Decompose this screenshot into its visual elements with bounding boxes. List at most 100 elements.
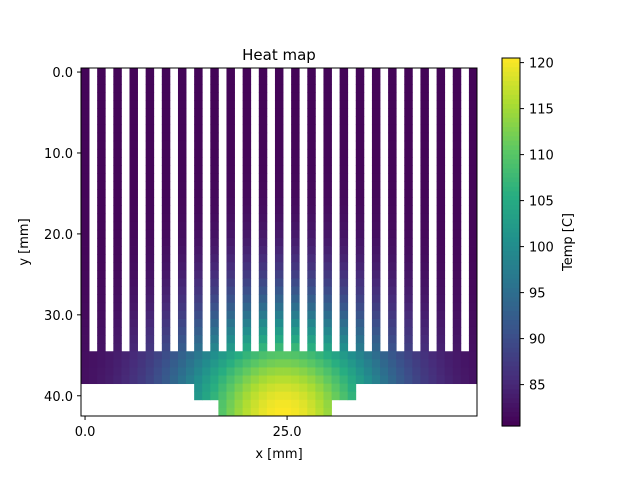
heatmap-cell xyxy=(210,173,219,182)
heatmap-cell xyxy=(436,205,446,215)
heatmap-cell xyxy=(177,270,187,279)
heatmap-cell xyxy=(226,254,235,263)
heatmap-cell xyxy=(97,84,106,93)
heatmap-cell xyxy=(97,92,106,101)
heatmap-cell xyxy=(97,237,106,247)
heatmap-cell xyxy=(105,367,114,376)
heatmap-cell xyxy=(177,286,187,295)
heatmap-cell xyxy=(129,229,138,239)
heatmap-cell xyxy=(371,205,381,215)
heatmap-cell xyxy=(194,84,203,93)
heatmap-cell xyxy=(396,375,405,385)
heatmap-cell xyxy=(339,124,349,134)
heatmap-cell xyxy=(129,108,138,117)
heatmap-cell xyxy=(274,254,284,263)
heatmap-cell xyxy=(331,367,341,376)
heatmap-cell xyxy=(145,278,155,287)
heatmap-cell xyxy=(137,375,147,385)
heatmap-cell xyxy=(226,278,235,287)
heatmap-cell xyxy=(307,375,316,385)
heatmap-cell xyxy=(404,165,413,174)
heatmap-cell xyxy=(113,92,122,101)
heatmap-cell xyxy=(242,351,252,360)
heatmap-cell xyxy=(323,335,332,344)
heatmap-cell xyxy=(452,181,462,190)
heatmap-cell xyxy=(177,343,187,352)
heatmap-cell xyxy=(210,351,219,360)
heatmap-cell xyxy=(210,262,219,271)
colorbar-segment xyxy=(502,191,520,197)
heatmap-cell xyxy=(420,157,429,166)
heatmap-cell xyxy=(186,359,195,368)
heatmap-cell xyxy=(371,237,381,247)
heatmap-cell xyxy=(226,367,235,376)
heatmap-cell xyxy=(355,108,365,117)
heatmap-cell xyxy=(258,148,268,158)
heatmap-cell xyxy=(161,270,171,279)
heatmap-cell xyxy=(177,108,187,117)
heatmap-cell xyxy=(436,148,446,158)
heatmap-cell xyxy=(307,367,316,376)
heatmap-cell xyxy=(258,391,268,401)
heatmap-cell xyxy=(436,213,446,223)
heatmap-cell xyxy=(283,375,292,385)
heatmap-cell xyxy=(274,326,284,336)
heatmap-cell xyxy=(177,100,187,109)
heatmap-cell xyxy=(145,310,155,320)
heatmap-cell xyxy=(323,391,332,401)
heatmap-cell xyxy=(452,343,462,352)
x-axis: 0.0 25.0 xyxy=(75,416,302,440)
heatmap-cell xyxy=(194,165,203,174)
heatmap-cell xyxy=(436,108,446,117)
heatmap-cell xyxy=(307,157,316,166)
heatmap-cell xyxy=(404,213,413,223)
heatmap-cell xyxy=(145,229,155,239)
heatmap-cell xyxy=(242,221,252,231)
heatmap-cell xyxy=(177,237,187,247)
heatmap-cell xyxy=(226,343,235,352)
colorbar-segment xyxy=(502,85,520,91)
heatmap-cell xyxy=(339,148,349,158)
heatmap-cell xyxy=(145,318,155,328)
heatmap-cell xyxy=(137,359,147,368)
colorbar-segment xyxy=(502,186,520,192)
heatmap-cell xyxy=(81,92,90,101)
colorbar-segment xyxy=(502,347,520,353)
heatmap-cell xyxy=(113,343,122,352)
heatmap-cell xyxy=(226,84,235,93)
colorbar-segment xyxy=(502,90,520,96)
heatmap-cell xyxy=(307,132,316,142)
heatmap-cell xyxy=(81,173,90,182)
heatmap-cell xyxy=(323,270,332,279)
heatmap-cell xyxy=(81,116,90,126)
heatmap-cell xyxy=(258,189,268,198)
heatmap-cell xyxy=(177,229,187,239)
heatmap-cell xyxy=(161,116,171,126)
heatmap-cell xyxy=(210,278,219,287)
heatmap-cell xyxy=(404,181,413,190)
heatmap-cell xyxy=(444,351,454,360)
heatmap-cell xyxy=(194,100,203,109)
chart-title: Heat map xyxy=(242,46,316,64)
heatmap-cell xyxy=(355,100,365,109)
heatmap-cell xyxy=(452,92,462,101)
heatmap-cell xyxy=(258,140,268,150)
heatmap-cell xyxy=(161,76,171,85)
heatmap-cell xyxy=(412,351,421,360)
heatmap-cell xyxy=(121,367,130,376)
heatmap-cell xyxy=(137,351,147,360)
heatmap-cell xyxy=(194,367,203,376)
heatmap-cell xyxy=(307,68,316,77)
heatmap-cell xyxy=(291,181,300,190)
heatmap-cell xyxy=(161,262,171,271)
heatmap-cell xyxy=(177,84,187,93)
heatmap-cell xyxy=(371,270,381,279)
heatmap-cell xyxy=(194,124,203,134)
heatmap-cell xyxy=(129,318,138,328)
heatmap-cell xyxy=(355,173,365,182)
colorbar-tick-label: 85 xyxy=(529,379,546,394)
heatmap-cell xyxy=(177,326,187,336)
heatmap-cell xyxy=(234,399,244,409)
heatmap-cell xyxy=(145,84,155,93)
heatmap-cell xyxy=(452,189,462,198)
